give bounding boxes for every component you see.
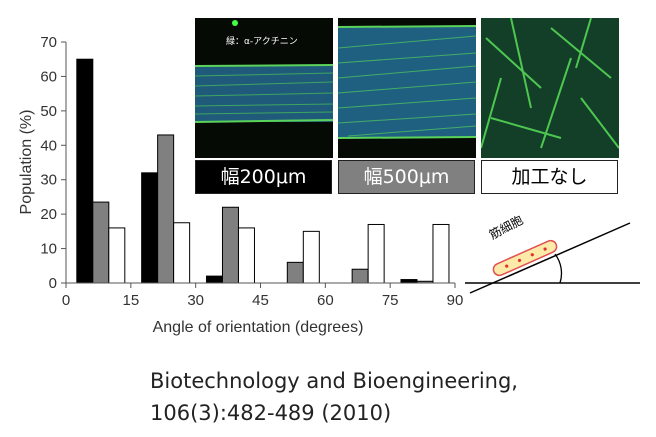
bar-60-75-series-1	[351, 268, 369, 284]
bar-15-30-series-1	[157, 134, 175, 284]
cell-shape	[492, 239, 558, 277]
micro-image-200um	[195, 18, 333, 158]
y-tick-label: 20	[40, 206, 57, 223]
label-200um: 幅200μm	[195, 160, 332, 194]
x-tick-label: 60	[317, 292, 334, 309]
bar-15-30-series-0	[141, 172, 159, 284]
orientation-histogram: 0 15 30 45 60 75 90 0 10 20 30 40 50 60 70 Angle of or…	[18, 34, 463, 336]
bar-0-15-series-0	[76, 58, 94, 284]
y-tick-label: 0	[49, 275, 57, 292]
y-tick-label: 70	[40, 34, 57, 51]
y-tick-label: 30	[40, 172, 57, 189]
citation-journal: Biotechnology and Bioengineering,	[150, 369, 518, 393]
y-tick-label: 60	[40, 68, 57, 85]
micro-image-caption: 緑：α-アクチニン	[226, 37, 298, 47]
citation: Biotechnology and Bioengineering, 106(3)…	[150, 365, 518, 429]
bar-30-45-series-1	[221, 206, 239, 284]
x-tick-label: 75	[382, 292, 399, 309]
angle-diagram	[465, 222, 640, 294]
label-unprocessed: 加工なし	[481, 160, 618, 194]
inclined-line	[469, 222, 631, 294]
x-tick-label: 45	[252, 292, 269, 309]
bar-45-60-series-1	[286, 261, 304, 284]
bar-75-90-series-2	[432, 223, 450, 284]
x-tick-label: 90	[447, 292, 464, 309]
micro-image-500um	[338, 18, 476, 158]
bar-15-30-series-2	[173, 222, 191, 284]
x-tick-label: 15	[122, 292, 139, 309]
angle-arc	[554, 253, 563, 284]
y-axis-title: Population (%)	[18, 110, 35, 215]
ticks-group: 0 15 30 45 60 75 90 0 10 20 30 40 50 60 70	[40, 34, 463, 309]
y-tick-label: 50	[40, 103, 57, 120]
bar-0-15-series-2	[108, 227, 126, 284]
x-tick-label: 30	[187, 292, 204, 309]
citation-volume: 106(3):482-489 (2010)	[150, 401, 392, 425]
bars-group	[76, 58, 450, 284]
x-axis-title: Angle of orientation (degrees)	[153, 319, 364, 336]
bar-75-90-series-0	[400, 279, 418, 284]
bar-30-45-series-2	[237, 227, 255, 284]
x-tick-label: 0	[62, 292, 70, 309]
y-tick-label: 10	[40, 241, 57, 258]
bar-45-60-series-2	[302, 230, 320, 284]
y-tick-label: 40	[40, 137, 57, 154]
micro-image-unprocessed	[481, 18, 619, 158]
bar-0-15-series-1	[92, 201, 110, 284]
bar-60-75-series-2	[367, 223, 385, 284]
bar-30-45-series-0	[205, 275, 223, 284]
label-500um: 幅500μm	[338, 160, 475, 194]
